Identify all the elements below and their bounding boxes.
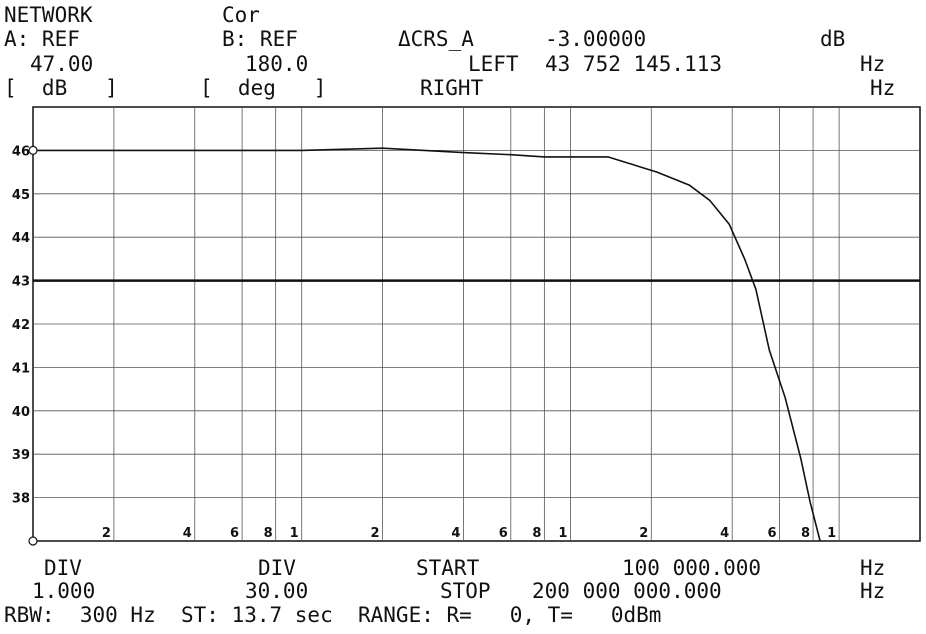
header-text: A: REF (4, 27, 80, 51)
marker (28, 145, 38, 155)
header-text: 180.0 (245, 52, 308, 76)
x-tick-label: 4 (720, 526, 729, 541)
footer-text: 1.000 (32, 579, 95, 603)
header-text: LEFT (468, 52, 519, 76)
y-tick-label: 41 (12, 361, 30, 376)
x-tick-label: 6 (499, 526, 508, 541)
x-tick-label: 2 (639, 526, 648, 541)
x-tick-label: 8 (264, 526, 273, 541)
footer-text: Hz (860, 579, 885, 603)
x-tick-label: 6 (230, 526, 239, 541)
x-tick-label: 8 (801, 526, 810, 541)
x-tick-label: 1 (290, 526, 299, 541)
header-text: -3.00000 (545, 27, 646, 51)
header-text: B: REF (222, 27, 298, 51)
x-tick-label: 8 (532, 526, 541, 541)
x-tick-label: 2 (371, 526, 380, 541)
header-text: [ deg ] (200, 76, 326, 100)
footer-text: Hz (860, 556, 885, 580)
x-tick-label: 1 (558, 526, 567, 541)
x-tick-label: 6 (767, 526, 776, 541)
y-tick-label: 42 (12, 318, 30, 333)
x-tick-label: 1 (827, 526, 836, 541)
footer-text: DIV (258, 556, 296, 580)
x-tick-label: 4 (451, 526, 460, 541)
header-text: Hz (870, 76, 895, 100)
footer-text: STOP (440, 579, 491, 603)
footer-text: 30.00 (245, 579, 308, 603)
header-text: 47.00 (30, 52, 93, 76)
header-text: ΔCRS_A (398, 27, 474, 51)
y-tick-label: 39 (12, 448, 30, 463)
y-tick-label: 46 (12, 144, 30, 159)
header-text: [ dB ] (4, 76, 118, 100)
header-text: dB (820, 27, 845, 51)
header-text: RIGHT (420, 76, 484, 100)
trace (33, 147, 821, 542)
y-tick-label: 44 (12, 231, 30, 246)
footer-text: 100 000.000 (622, 556, 761, 580)
footer-text: START (416, 556, 480, 580)
header-text: NETWORK (4, 3, 93, 27)
footer-text: DIV (44, 556, 82, 580)
y-tick-label: 45 (12, 188, 30, 203)
footer-text: 200 000 000.000 (532, 579, 722, 603)
y-tick-label: 40 (12, 405, 30, 420)
y-tick-label: 43 (12, 275, 30, 290)
x-tick-label: 4 (183, 526, 192, 541)
footer-text: RBW: 300 Hz ST: 13.7 sec RANGE: R= 0, T=… (4, 603, 661, 627)
x-tick-label: 2 (102, 526, 111, 541)
header-text: 43 752 145.113 (545, 52, 722, 76)
header-text: Hz (860, 52, 885, 76)
header-text: Cor (222, 3, 260, 27)
y-tick-label: 38 (12, 492, 30, 507)
marker (28, 536, 38, 546)
